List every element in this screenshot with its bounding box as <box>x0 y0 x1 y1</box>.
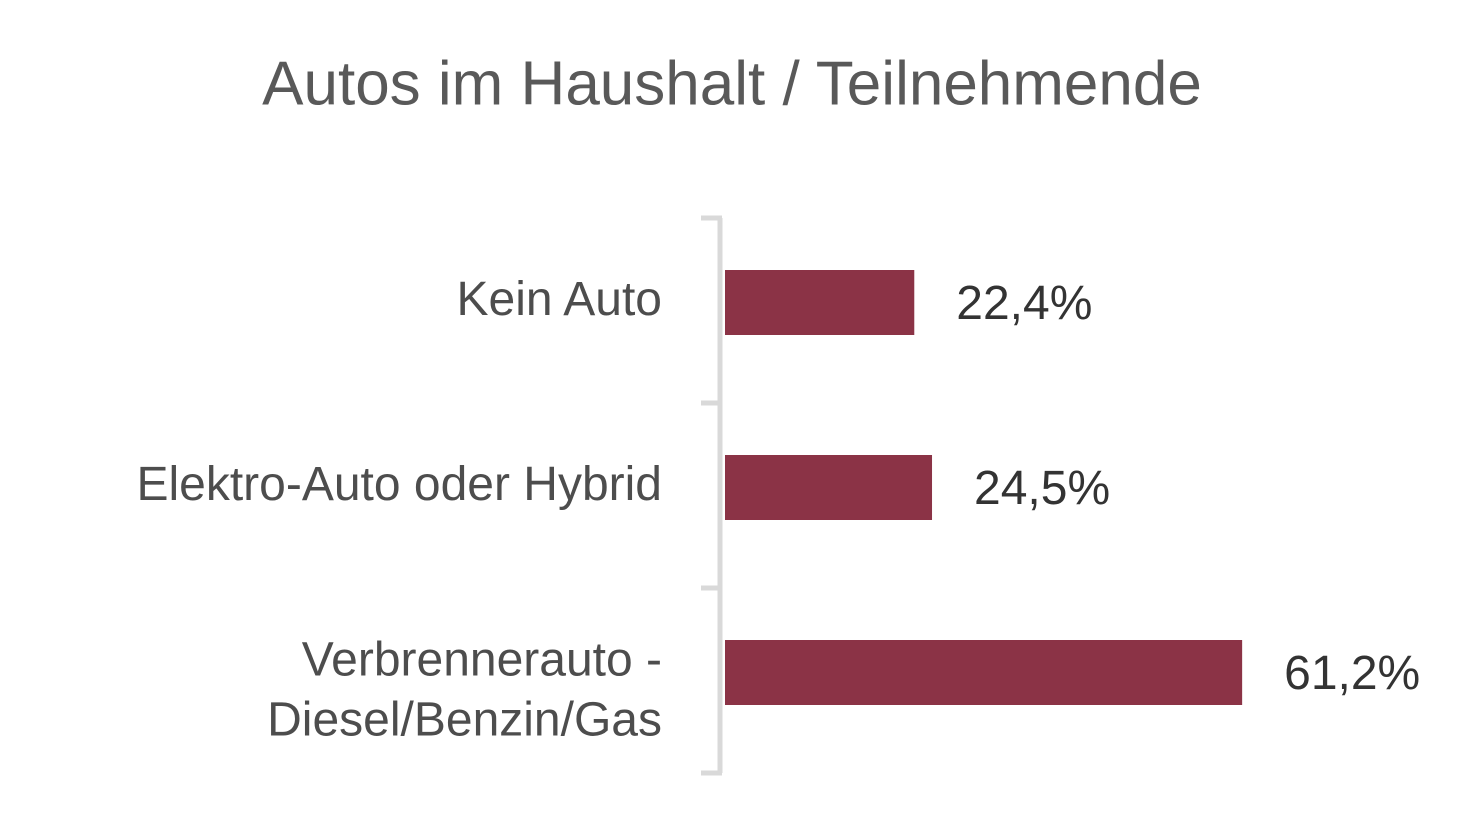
value-label: 24,5% <box>974 462 1110 515</box>
bar <box>725 270 915 335</box>
bar <box>725 455 933 520</box>
category-label: Verbrennerauto -Diesel/Benzin/Gas <box>267 633 662 746</box>
chart-title: Autos im Haushalt / Teilnehmende <box>262 49 1202 118</box>
value-label: 22,4% <box>956 277 1092 330</box>
category-label: Elektro-Auto oder Hybrid <box>136 458 662 511</box>
value-label: 61,2% <box>1284 647 1420 700</box>
category-label: Kein Auto <box>457 273 663 326</box>
bar <box>725 640 1243 705</box>
